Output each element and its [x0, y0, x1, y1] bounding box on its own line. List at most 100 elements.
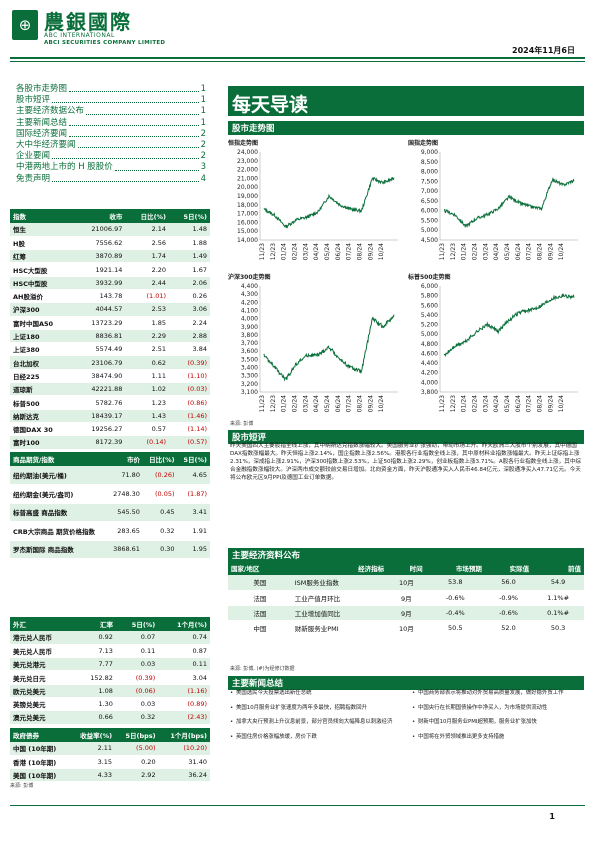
column-header: 1个月(bps): [158, 728, 210, 742]
table-row: 上证380 5574.49 2.51 3.84: [10, 342, 210, 357]
toc-page: 1: [200, 117, 206, 128]
y-tick-label: 9,000: [421, 149, 438, 156]
table-cell: 0.57: [125, 422, 170, 437]
toc-label: 中港两地上市的 H 股股价: [16, 162, 113, 173]
toc-item[interactable]: 主要经济数据公布 1: [16, 106, 206, 117]
y-tick-label: 7,000: [421, 188, 438, 195]
table-row: 香港 (10年期) 3.15 0.20 31.40: [10, 755, 210, 770]
company-logo: ⊕: [12, 10, 38, 40]
y-tick-label: 3,400: [241, 365, 258, 372]
table-cell: 0.26: [169, 289, 210, 304]
toc-leader: [77, 140, 199, 149]
bullet-icon: •: [230, 719, 234, 725]
news-left-column: • 美国选民今天投票选出新任总统 • 美国10月服务业扩张速度为两年多最快，招聘指数回…: [230, 690, 406, 748]
table-cell: 3.04: [158, 670, 210, 685]
toc-item[interactable]: 大中华经济要闻 2: [16, 140, 206, 151]
x-tick-label: 03/24: [302, 395, 309, 412]
news-right-column: • 中国商务部表示将推动对外贸易高质量发展，做好稳外贸工作 • 中国央行在长期国债操作…: [412, 690, 584, 748]
table-cell: 德国DAX 30: [10, 422, 74, 437]
toc-item[interactable]: 免责声明 4: [16, 174, 206, 185]
y-tick-label: 6,000: [421, 283, 438, 290]
y-tick-label: 22,000: [237, 167, 258, 174]
table-cell: 1.67: [169, 262, 210, 277]
table-cell: 1.30: [74, 697, 116, 712]
y-tick-label: 4,600: [421, 350, 438, 357]
toc-item[interactable]: 各股市走势图 1: [16, 84, 206, 95]
table-of-contents: 各股市走势图 1 股市短评 1 主要经济数据公布 1 主要新闻总结 1 国际经济要闻 2 大中华经济…: [16, 84, 206, 185]
toc-item[interactable]: 中港两地上市的 H 股股价 3: [16, 162, 206, 173]
table-row: 恒生 21006.97 2.14 1.48: [10, 223, 210, 237]
table-cell: (0.05): [142, 484, 178, 504]
column-header: 日比(%): [125, 209, 170, 223]
y-tick-label: 24,000: [237, 149, 258, 156]
toc-label: 大中华经济要闻: [16, 140, 76, 151]
table-row: HSC中型股 3932.99 2.44 2.06: [10, 276, 210, 290]
bullet-icon: •: [412, 719, 416, 725]
table-row: 德国DAX 30 19256.27 0.57 (1.14): [10, 422, 210, 437]
toc-label: 主要经济数据公布: [16, 106, 85, 117]
table-cell: 富时100: [10, 435, 74, 450]
y-tick-label: 5,800: [421, 293, 438, 300]
y-tick-label: 20,000: [237, 184, 258, 191]
table-cell: 欧元兑美元: [10, 684, 75, 698]
column-header: 收市: [73, 209, 126, 223]
chart-title: 沪深300走势图: [228, 273, 271, 281]
table-cell: (1.16): [158, 684, 210, 698]
table-cell: (1.87): [177, 484, 210, 504]
table-cell: 56.0: [484, 575, 533, 591]
econ-table-wrap: 国家/地区 经济指标 时间 市场预期 实际值 前值 美国 ISM服务业指数 10月 53.8 56.…: [228, 561, 584, 636]
toc-item[interactable]: 股市短评 1: [16, 95, 206, 106]
section-comment: 股市短评: [228, 430, 584, 444]
series-line: [263, 176, 395, 229]
table-cell: 4044.57: [73, 302, 126, 317]
toc-leader: [52, 151, 199, 160]
column-header: 5日(%): [115, 617, 159, 631]
toc-page: 3: [200, 162, 206, 173]
table-cell: 0.62: [125, 355, 170, 370]
column-header: 汇率: [74, 617, 116, 631]
table-row: 红筹 3870.89 1.74 1.49: [10, 249, 210, 264]
y-tick-label: 19,000: [237, 193, 258, 200]
chart-source: 来源: 彭博: [230, 421, 254, 427]
bullet-icon: •: [412, 690, 416, 696]
table-cell: 1.11: [125, 369, 170, 384]
table-row: 美国 ISM服务业指数 10月 53.8 56.0 54.9: [228, 575, 584, 591]
y-tick-label: 4,400: [241, 283, 258, 290]
table-cell: 0.07: [115, 631, 159, 645]
table-cell: 1.91: [177, 521, 210, 541]
commodity-table: 商品期货/指数 市价 日比(%) 5日(%) 纽约期油(美元/桶) 71.80 (0.26)…: [10, 452, 210, 559]
table-cell: (1.10): [169, 369, 210, 384]
x-tick-label: 11/23: [259, 243, 266, 260]
table-cell: 5574.49: [73, 342, 126, 357]
news-item: • 财新中国10月服务业PMI超预期，服务业扩张加快: [412, 719, 537, 725]
table-cell: 2.51: [125, 342, 170, 357]
toc-page: 2: [200, 128, 206, 139]
table-cell: 2.88: [169, 329, 210, 344]
table-cell: 3.06: [169, 302, 210, 317]
table-row: AH股溢价 143.78 (1.01) 0.26: [10, 289, 210, 304]
toc-item[interactable]: 国际经济要闻 2: [16, 129, 206, 140]
y-tick-label: 3,800: [421, 389, 438, 396]
table-cell: 23106.79: [73, 355, 126, 370]
table-cell: 美元兑日元: [10, 670, 75, 685]
table-cell: 10月: [387, 575, 426, 591]
toc-page: 2: [200, 151, 206, 162]
toc-item[interactable]: 企业要闻 2: [16, 151, 206, 162]
table-cell: 36.24: [158, 768, 210, 783]
table-cell: 53.8: [425, 575, 485, 591]
toc-leader: [114, 162, 199, 171]
x-tick-label: 02/24: [472, 395, 479, 412]
table-cell: 工业增加值同比: [291, 605, 388, 621]
table-row: 上证180 8836.81 2.29 2.88: [10, 329, 210, 344]
x-tick-label: 07/24: [526, 395, 533, 412]
table-cell: 香港 (10年期): [10, 755, 70, 770]
y-tick-label: 3,500: [241, 356, 258, 363]
x-tick-label: 08/24: [357, 395, 364, 412]
table-cell: 9月: [387, 590, 426, 606]
toc-label: 股市短评: [16, 95, 51, 106]
table-cell: (0.86): [169, 395, 210, 410]
section-charts: 股市走势图: [228, 121, 584, 135]
table-cell: 143.78: [73, 289, 126, 304]
table-cell: 2.24: [169, 316, 210, 330]
toc-item[interactable]: 主要新闻总结 1: [16, 118, 206, 129]
